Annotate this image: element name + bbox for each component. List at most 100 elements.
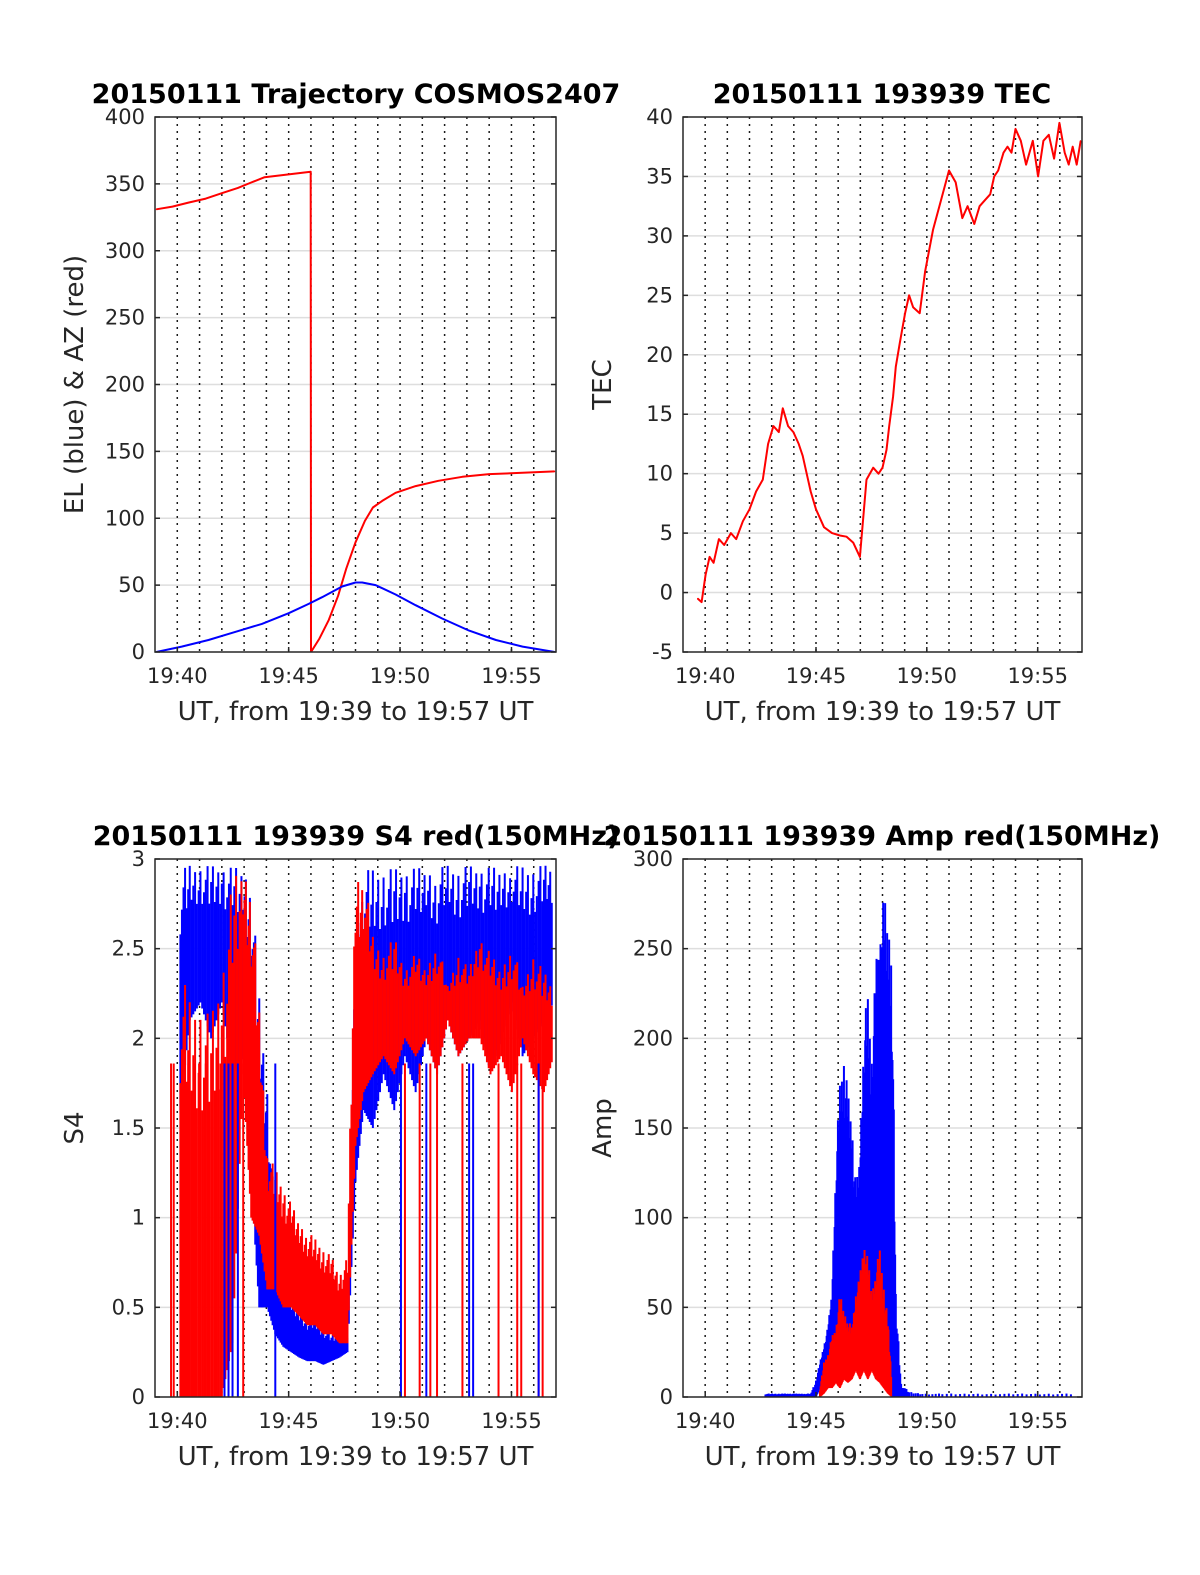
tec-panel: -5 0 5 10 15 20 25 30 35 40 19:40 19:45 19:50 19:55 20…: [588, 79, 1083, 727]
data-point-red: [1068, 163, 1070, 166]
x-axis-label: UT, from 19:39 to 19:57 UT: [705, 1442, 1061, 1472]
data-point-red: [171, 206, 173, 208]
x-tick-label: 19:55: [1007, 1409, 1068, 1433]
data-point-red: [955, 181, 957, 183]
series-line-blue: [156, 581, 555, 652]
data-point-red: [772, 425, 775, 427]
y-tick-label: 300: [105, 239, 145, 263]
x-tick-label: 19:45: [258, 1409, 319, 1433]
y-tick-label: 100: [105, 506, 145, 530]
data-point-blue: [495, 639, 497, 641]
data-point-red: [1032, 140, 1034, 142]
data-point-blue: [441, 617, 443, 620]
data-point-red: [461, 476, 464, 478]
data-point-red: [919, 312, 921, 314]
x-axis-label: UT, from 19:39 to 19:57 UT: [178, 697, 534, 727]
data-point-red: [709, 556, 711, 558]
y-tick-label: 0: [132, 1385, 145, 1409]
data-point-blue: [207, 639, 210, 641]
chart-title: 20150111 193939 Amp red(150MHz): [604, 821, 1161, 852]
y-tick-label: 0.5: [112, 1295, 145, 1319]
data-point-red: [310, 171, 312, 173]
data-point-red: [748, 508, 751, 510]
data-point-red: [997, 169, 999, 172]
y-tick-label: 25: [646, 283, 673, 307]
x-tick-label: 19:55: [481, 1409, 542, 1433]
y-tick-label: 2: [132, 1026, 145, 1050]
data-point-red: [264, 176, 266, 178]
axes-frame: [682, 116, 1083, 653]
data-point-red: [989, 193, 991, 195]
data-point-red: [1042, 140, 1045, 142]
data-point-red: [940, 199, 942, 201]
x-axis-label: UT, from 19:39 to 19:57 UT: [705, 697, 1061, 727]
data-point-red: [437, 480, 439, 482]
y-tick-label: 0: [660, 581, 673, 605]
x-tick-label: 19:50: [370, 664, 431, 688]
data-point-blue: [468, 630, 470, 632]
data-point-red: [802, 455, 804, 457]
data-point-blue: [415, 604, 417, 606]
data-point-red: [488, 473, 490, 475]
data-point-red: [908, 294, 910, 296]
y-tick-label: 0: [132, 640, 145, 664]
data-point-red: [892, 395, 894, 397]
y-axis-label: Amp: [588, 1098, 618, 1158]
y-tick-label: 250: [633, 937, 673, 961]
data-point-red: [318, 638, 321, 640]
data-point-blue: [374, 584, 377, 586]
data-point-red: [697, 597, 699, 600]
x-tick-label: 19:45: [786, 664, 847, 688]
y-tick-label: 250: [105, 306, 145, 330]
y-tick-label: 200: [105, 373, 145, 397]
y-axis-label: TEC: [588, 359, 618, 410]
data-point-red: [1014, 128, 1017, 130]
x-tick-label: 19:55: [481, 664, 542, 688]
x-tick-label: 19:45: [258, 664, 319, 688]
chart-title: 20150111 Trajectory COSMOS2407: [92, 79, 621, 110]
data-point-red: [1025, 163, 1027, 166]
data-point-red: [815, 508, 817, 510]
y-tick-label: -5: [652, 640, 673, 664]
data-point-red: [345, 568, 347, 570]
data-point-red: [701, 601, 703, 603]
data-point-red: [205, 197, 207, 200]
y-tick-label: 5: [660, 521, 673, 545]
data-point-blue: [181, 646, 183, 648]
x-tick-label: 19:50: [897, 664, 958, 688]
data-point-red: [865, 479, 868, 481]
x-tick-label: 19:45: [786, 1409, 847, 1433]
y-tick-label: 1.5: [112, 1116, 145, 1140]
x-tick-label: 19:50: [370, 1409, 431, 1433]
data-point-red: [755, 490, 757, 493]
trajectory-panel: 0 50 100 150 200 250 300 350 400 19:40 19:45 19:50 1…: [60, 79, 620, 727]
plot-area: [764, 902, 1072, 1397]
y-tick-label: 3: [132, 847, 145, 871]
data-point-red: [337, 595, 339, 597]
y-tick-label: 50: [646, 1295, 673, 1319]
y-tick-label: 30: [646, 224, 673, 248]
data-point-red: [415, 485, 417, 487]
data-point-red: [712, 562, 715, 564]
x-tick-label: 19:55: [1007, 664, 1068, 688]
data-point-red: [730, 532, 732, 534]
data-point-blue: [521, 646, 524, 648]
data-point-red: [554, 470, 556, 473]
data-point-red: [1002, 152, 1005, 154]
x-tick-label: 19:40: [147, 1409, 208, 1433]
x-tick-label: 19:40: [675, 1409, 736, 1433]
data-point-red: [1080, 140, 1082, 142]
data-point-red: [723, 544, 725, 546]
data-point-red: [705, 574, 707, 576]
data-point-red: [1064, 152, 1066, 154]
data-point-blue: [261, 623, 263, 625]
data-point-red: [859, 556, 861, 558]
data-point-red: [782, 407, 784, 409]
data-point-red: [899, 342, 901, 344]
data-point-red: [1037, 175, 1039, 178]
y-axis-label: EL (blue) & AZ (red): [60, 255, 90, 514]
data-point-red: [1006, 146, 1009, 148]
data-point-red: [904, 312, 906, 314]
data-point-red: [187, 202, 190, 204]
